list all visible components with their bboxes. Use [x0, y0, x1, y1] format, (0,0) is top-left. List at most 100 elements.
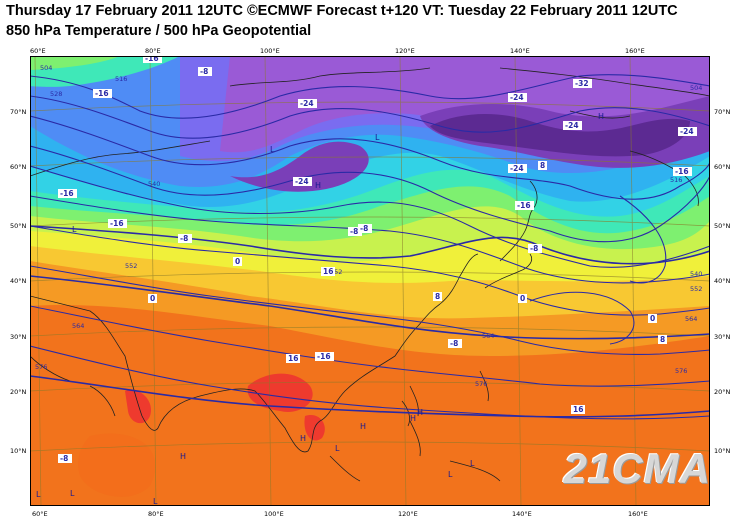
- forecast-map: 504 516 528 540 552 564 576 504 516 528 …: [30, 56, 710, 506]
- temperature-label-box: [198, 67, 212, 76]
- top-longitude-label: 100°E: [260, 47, 280, 55]
- temperature-label: -8: [58, 454, 72, 463]
- temperature-label-box: [348, 227, 362, 236]
- temperature-label: 16: [286, 354, 300, 363]
- temperature-label-box: [573, 79, 592, 88]
- geopotential-label: 576: [675, 367, 687, 375]
- temperature-label: 0: [233, 257, 242, 266]
- left-latitude-label: 60°N: [10, 163, 27, 171]
- temperature-label-box: [571, 405, 585, 414]
- temperature-label-box: [58, 189, 77, 198]
- temperature-label: 16: [321, 267, 335, 276]
- temperature-label-text: -16: [95, 89, 109, 98]
- parallel-line: [30, 101, 710, 112]
- bottom-longitude-label: 140°E: [512, 510, 532, 518]
- top-longitude-label: 140°E: [510, 47, 530, 55]
- temperature-label: -16: [93, 89, 112, 98]
- geopotential-label: 552: [125, 262, 137, 270]
- temperature-label: 0: [518, 294, 527, 303]
- temperature-label-box: [508, 93, 527, 102]
- right-latitude-label: 70°N: [714, 108, 731, 116]
- map-frame: [30, 56, 710, 506]
- temperature-label-box: [528, 244, 542, 253]
- temperature-label: -8: [348, 227, 362, 236]
- temperature-label-box: [648, 314, 657, 323]
- geopotential-label: 540: [690, 270, 702, 278]
- left-latitude-label: 40°N: [10, 277, 27, 285]
- temperature-label-box: [321, 267, 335, 276]
- temperature-label-text: -24: [300, 99, 314, 108]
- left-latitude-label: 10°N: [10, 447, 27, 455]
- temperature-label-text: -16: [517, 201, 531, 210]
- temperature-label-text: -8: [180, 234, 188, 243]
- temperature-label-text: 8: [540, 161, 545, 170]
- high-pressure-marker: H: [410, 414, 416, 423]
- temperature-label: -24: [293, 177, 312, 186]
- left-latitude-label: 70°N: [10, 108, 27, 116]
- temperature-label-text: -16: [110, 219, 124, 228]
- temperature-label: 16: [571, 405, 585, 414]
- temperature-label-box: [433, 292, 442, 301]
- high-pressure-marker: H: [417, 408, 423, 417]
- geopotential-label: 576: [475, 380, 487, 388]
- temperature-label: 8: [658, 335, 667, 344]
- temperature-label: -16: [515, 201, 534, 210]
- temperature-label: -8: [448, 339, 462, 348]
- temperature-label-text: 16: [288, 354, 298, 363]
- top-longitude-label: 80°E: [145, 47, 161, 55]
- temperature-label-box: [563, 121, 582, 130]
- temperature-label: 8: [433, 292, 442, 301]
- temperature-label-box: [315, 352, 334, 361]
- temperature-label-box: [358, 224, 372, 233]
- top-longitude-label: 160°E: [625, 47, 645, 55]
- right-latitude-label: 30°N: [714, 333, 731, 341]
- left-latitude-label: 50°N: [10, 222, 27, 230]
- parallel-line: [30, 381, 710, 392]
- temperature-label-text: -24: [680, 127, 694, 136]
- meridian-line: [514, 56, 522, 506]
- temperature-label-text: -8: [360, 224, 368, 233]
- temperature-label-text: 0: [150, 294, 155, 303]
- band-arctic-warmer: [30, 56, 120, 70]
- temperature-label-text: -8: [450, 339, 458, 348]
- temperature-label: 0: [648, 314, 657, 323]
- temperature-label: -16: [58, 189, 77, 198]
- low-pressure-marker: L: [470, 459, 475, 468]
- geopotential-label: 504: [40, 64, 52, 72]
- map-subtitle: 850 hPa Temperature / 500 hPa Geopotenti…: [6, 23, 312, 39]
- temperature-label-text: -16: [145, 56, 159, 63]
- low-pressure-marker: L: [270, 145, 275, 154]
- parallel-line: [30, 271, 710, 282]
- temperature-labels: -16 -8 -16 -24 -24 -24 -32 -24 -16 -8 -16 -8 0 -8 -16 -…: [58, 56, 697, 463]
- bottom-longitude-label: 120°E: [398, 510, 418, 518]
- temperature-shading: [30, 56, 710, 506]
- low-pressure-marker: L: [448, 470, 453, 479]
- temperature-label-box: [108, 219, 127, 228]
- top-longitude-label: 120°E: [395, 47, 415, 55]
- temperature-label-box: [658, 335, 667, 344]
- temperature-label: -8: [198, 67, 212, 76]
- temperature-label-text: -24: [565, 121, 579, 130]
- temperature-label-text: 16: [573, 405, 583, 414]
- temperature-label-text: -24: [510, 93, 524, 102]
- meridian-line: [629, 56, 637, 506]
- left-latitude-label: 30°N: [10, 333, 27, 341]
- watermark: 21CMA: [563, 445, 711, 492]
- geopotential-label: 540: [148, 180, 160, 188]
- high-pressure-marker: H: [360, 422, 366, 431]
- left-latitude-label: 20°N: [10, 388, 27, 396]
- meridian-line: [264, 56, 272, 506]
- temperature-label-text: 8: [435, 292, 440, 301]
- bottom-longitude-label: 60°E: [32, 510, 48, 518]
- temperature-label-box: [58, 454, 72, 463]
- temperature-label: -16: [108, 219, 127, 228]
- temperature-label-text: 0: [520, 294, 525, 303]
- temperature-label: -8: [358, 224, 372, 233]
- temperature-label: -16: [315, 352, 334, 361]
- temperature-label-box: [178, 234, 192, 243]
- geopotential-label: 564: [685, 315, 697, 323]
- parallel-line: [30, 326, 710, 337]
- right-latitude-label: 50°N: [714, 222, 731, 230]
- temperature-label: -16: [143, 56, 162, 63]
- right-latitude-label: 20°N: [714, 388, 731, 396]
